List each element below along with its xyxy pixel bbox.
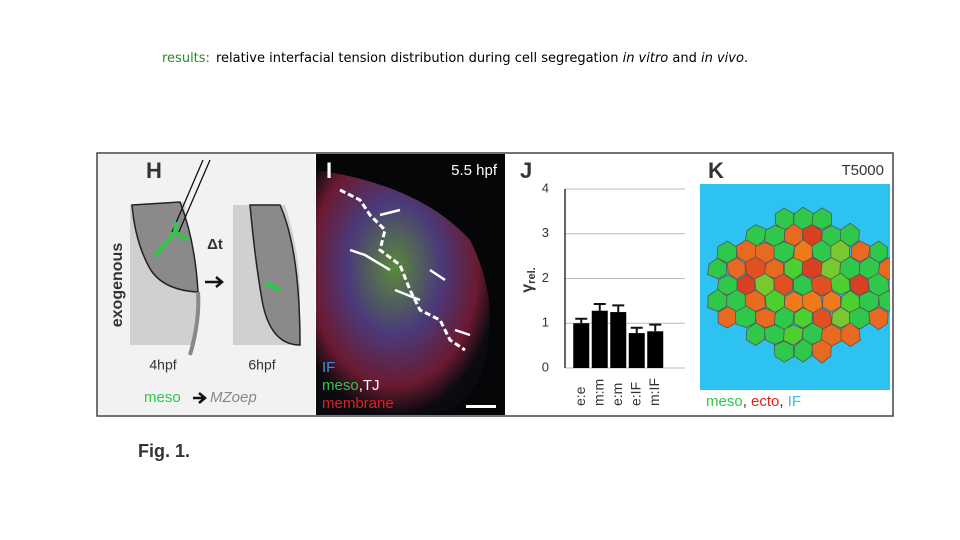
- header: results: relative interfacial tension dis…: [162, 51, 748, 66]
- cell: [839, 222, 860, 247]
- legend: meso, ecto, IF: [706, 393, 801, 410]
- meso-cells: [263, 280, 282, 293]
- needle: [177, 159, 211, 235]
- legend-separator: ,: [779, 393, 787, 410]
- cell: [811, 339, 832, 364]
- delta-label: Δt: [207, 236, 223, 253]
- legend-entry: meso,TJ: [322, 377, 380, 394]
- header-text: in vivo: [701, 51, 744, 66]
- y-tick-label: 2: [542, 270, 549, 285]
- cell: [840, 322, 861, 347]
- cell: [822, 290, 841, 313]
- chart: 0 1 2 3 4 e:e m:m e:m e:IF m:IF: [542, 180, 685, 406]
- time-label: T5000: [841, 162, 884, 179]
- cell: [868, 306, 889, 331]
- panel-k: K T5000 meso, ecto, IF: [699, 154, 892, 415]
- cells: [707, 206, 890, 364]
- panel-j: J γrel. 0 1 2 3 4 e:e m:m e:m e:IF m:IF: [506, 154, 699, 415]
- bar: [647, 331, 664, 368]
- header-text: .: [744, 51, 748, 66]
- panel-letter: H: [146, 158, 162, 183]
- y-axis-label: γ: [519, 284, 536, 293]
- time-label: 4hpf: [149, 357, 176, 373]
- header-text: in vitro: [623, 51, 669, 66]
- x-tick-label: m:IF: [646, 378, 662, 406]
- header-text: relative interfacial tension distributio…: [216, 51, 623, 66]
- legend-text: IF: [788, 393, 801, 410]
- needle: [171, 159, 204, 233]
- legend-entry: membrane: [322, 395, 394, 412]
- cell: [707, 257, 728, 280]
- cell: [850, 240, 871, 263]
- panel-letter: J: [520, 158, 532, 183]
- y-tick-label: 0: [542, 359, 549, 374]
- bar: [573, 323, 590, 368]
- bar: [628, 333, 645, 368]
- legend-entry: IF: [322, 359, 335, 376]
- legend-text: meso: [322, 377, 359, 394]
- legend-text: IF: [322, 359, 335, 376]
- panel-letter: I: [326, 158, 332, 183]
- header-text: and: [668, 51, 701, 66]
- legend-from: meso: [144, 389, 181, 406]
- time-label: 5.5 hpf: [451, 162, 498, 179]
- cell: [830, 272, 851, 296]
- x-tick-label: m:m: [590, 379, 606, 406]
- error-bar: [593, 303, 606, 311]
- legend-text: ecto: [751, 393, 779, 410]
- cell: [716, 274, 738, 296]
- legend-text: ,TJ: [359, 377, 380, 394]
- arrow: [193, 392, 207, 404]
- y-tick-label: 3: [542, 225, 549, 240]
- meso-cells: [153, 221, 190, 258]
- figure-label: Fig. 1.: [138, 441, 190, 461]
- cell: [773, 340, 795, 363]
- tissue: [249, 204, 301, 346]
- cell: [764, 324, 786, 345]
- y-tick-label: 1: [542, 315, 549, 330]
- panel-h: H exogenous Δt 4hpf 6hpf meso MZoep: [98, 154, 315, 415]
- x-tick-label: e:m: [609, 383, 625, 406]
- error-bar: [612, 304, 625, 313]
- cell: [878, 290, 890, 312]
- error-bar: [575, 317, 588, 324]
- cell: [801, 322, 824, 345]
- tissue: [188, 291, 201, 356]
- cell: [773, 241, 796, 264]
- legend-text: meso: [706, 393, 743, 410]
- x-tick-label: e:IF: [627, 382, 643, 406]
- bar: [591, 310, 608, 368]
- error-bar: [630, 326, 643, 334]
- legend-to: MZoep: [210, 389, 257, 406]
- cell: [811, 207, 832, 230]
- error-bar: [649, 323, 662, 332]
- x-tick-label: e:e: [572, 386, 588, 406]
- scale-bar: [466, 405, 496, 408]
- arrow: [205, 276, 224, 288]
- bar: [610, 312, 627, 368]
- cell: [754, 307, 777, 329]
- panel-letter: K: [708, 158, 724, 183]
- header-label: results:: [162, 51, 210, 66]
- junctions: [349, 208, 471, 337]
- panel-bg: [506, 154, 699, 415]
- legend-text: membrane: [322, 395, 394, 412]
- side-label: exogenous: [109, 243, 126, 328]
- legend-separator: ,: [743, 393, 751, 410]
- y-axis-label: γrel.: [519, 267, 538, 292]
- y-axis-label: rel.: [526, 267, 538, 284]
- y-tick-label: 4: [542, 180, 549, 195]
- time-label: 6hpf: [248, 357, 275, 373]
